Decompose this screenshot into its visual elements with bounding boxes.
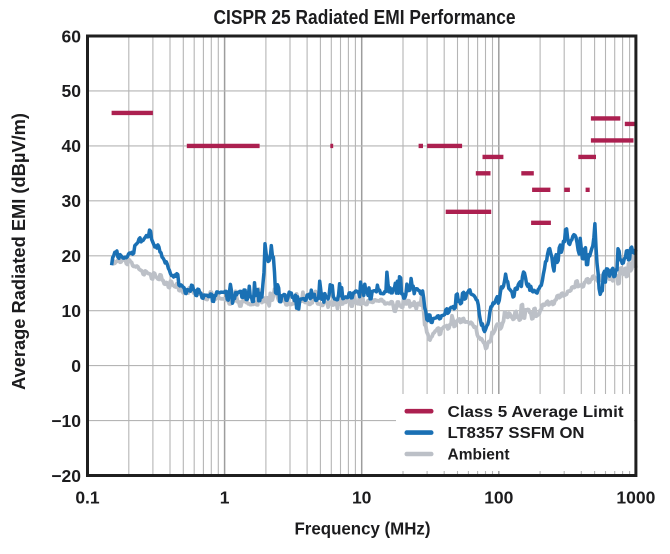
svg-text:1: 1: [220, 487, 230, 507]
svg-text:50: 50: [62, 81, 82, 101]
svg-text:10: 10: [352, 487, 372, 507]
svg-text:1000: 1000: [616, 487, 655, 507]
svg-text:Class 5 Average Limit: Class 5 Average Limit: [448, 404, 625, 421]
svg-text:Frequency (MHz): Frequency (MHz): [295, 518, 431, 538]
svg-text:CISPR 25 Radiated EMI Performa: CISPR 25 Radiated EMI Performance: [214, 7, 516, 29]
svg-text:0.1: 0.1: [75, 487, 100, 507]
svg-text:−20: −20: [51, 466, 81, 486]
svg-text:Ambient: Ambient: [448, 447, 511, 464]
svg-text:Average Radiated EMI (dBµV/m): Average Radiated EMI (dBµV/m): [9, 113, 29, 390]
svg-text:30: 30: [62, 191, 82, 211]
svg-text:LT8357 SSFM ON: LT8357 SSFM ON: [448, 425, 585, 442]
svg-text:20: 20: [62, 246, 82, 266]
svg-text:100: 100: [484, 487, 513, 507]
svg-text:−10: −10: [51, 411, 81, 431]
svg-text:60: 60: [62, 26, 82, 46]
svg-text:40: 40: [62, 136, 82, 156]
svg-text:0: 0: [71, 356, 81, 376]
svg-text:10: 10: [62, 301, 82, 321]
